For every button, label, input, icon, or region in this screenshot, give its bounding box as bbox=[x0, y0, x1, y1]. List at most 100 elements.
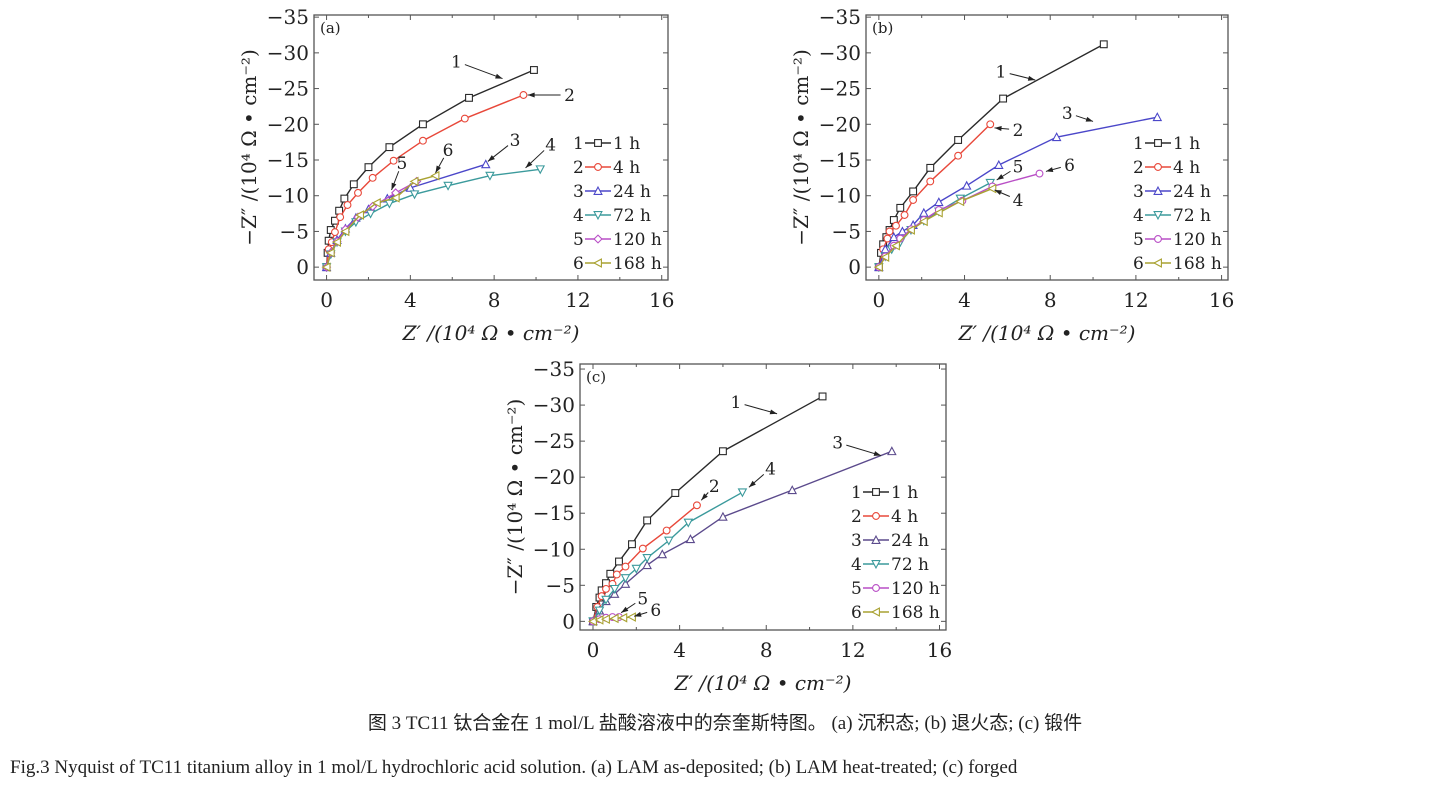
series-3 bbox=[874, 112, 1163, 272]
legend-entry: 6 168 h bbox=[1133, 254, 1222, 274]
legend-entry: 3 24 h bbox=[573, 182, 651, 202]
legend-marker bbox=[1154, 163, 1162, 171]
y-tick-label: 0 bbox=[562, 609, 575, 633]
legend-label: 24 h bbox=[613, 182, 651, 202]
data-point bbox=[880, 252, 890, 262]
arrow-head bbox=[994, 126, 1002, 131]
x-axis-label: Z′ /(10⁴ Ω • cm⁻²) bbox=[674, 671, 852, 695]
series-annotation: 2 bbox=[709, 477, 720, 497]
x-tick-label: 16 bbox=[1209, 288, 1234, 312]
legend-marker bbox=[1154, 235, 1162, 243]
data-point bbox=[787, 485, 798, 495]
legend-entry: 1 1 h bbox=[573, 134, 640, 154]
panel-label: (b) bbox=[872, 19, 893, 37]
x-tick-label: 0 bbox=[587, 638, 600, 662]
data-point bbox=[385, 143, 394, 152]
x-axis-label: Z′ /(10⁴ Ω • cm⁻²) bbox=[958, 321, 1136, 345]
data-point bbox=[663, 536, 674, 546]
data-point bbox=[662, 526, 671, 535]
data-point bbox=[355, 210, 365, 220]
series-line bbox=[878, 123, 991, 268]
chart-panel-c: 0 4 8 12 160−5−10−15−20−25−30−35Z′ /(10⁴ Ω •… bbox=[503, 357, 952, 695]
legend-marker bbox=[593, 211, 603, 221]
series-4 bbox=[588, 488, 748, 627]
x-tick-label: 4 bbox=[673, 638, 686, 662]
legend-entry: 3 24 h bbox=[851, 531, 929, 551]
arrow-head bbox=[873, 451, 882, 456]
series-line bbox=[325, 175, 436, 268]
x-tick-label: 8 bbox=[1044, 288, 1057, 312]
data-point bbox=[934, 197, 944, 207]
legend-number: 4 bbox=[573, 206, 584, 226]
legend-marker bbox=[593, 185, 603, 195]
data-point bbox=[896, 203, 905, 212]
legend-number: 3 bbox=[1133, 182, 1144, 202]
y-tick-label: −5 bbox=[832, 219, 861, 243]
nyquist-figure: 0 4 8 12 160−5−10−15−20−25−30−35Z′ /(10⁴ Ω •… bbox=[237, 5, 1234, 695]
legend-number: 2 bbox=[851, 507, 862, 527]
arrow-head bbox=[391, 182, 397, 190]
data-point bbox=[955, 196, 965, 207]
y-tick-label: −20 bbox=[819, 112, 861, 136]
series-annotation: 5 bbox=[1013, 157, 1024, 177]
data-point bbox=[612, 570, 621, 579]
y-axis-label: −Z″ /(10⁴ Ω • cm⁻²) bbox=[503, 399, 527, 595]
arrow-head bbox=[769, 409, 778, 415]
data-point bbox=[885, 227, 894, 236]
data-point bbox=[933, 208, 943, 218]
data-point bbox=[443, 181, 453, 191]
data-point bbox=[390, 193, 400, 203]
data-point bbox=[354, 188, 362, 197]
series-annotation: 4 bbox=[1013, 191, 1024, 211]
data-point bbox=[335, 206, 344, 215]
data-point bbox=[718, 511, 728, 521]
legend-label: 4 h bbox=[1173, 158, 1200, 178]
plot-frame bbox=[313, 14, 669, 281]
y-tick-label: −15 bbox=[267, 148, 309, 172]
data-point bbox=[620, 574, 631, 584]
data-point bbox=[909, 196, 918, 204]
arrow-head bbox=[1027, 75, 1036, 81]
series-2 bbox=[874, 120, 995, 272]
data-point bbox=[609, 584, 620, 594]
data-point bbox=[961, 180, 972, 190]
data-point bbox=[519, 91, 528, 99]
arrow-head bbox=[748, 480, 756, 488]
x-tick-label: 4 bbox=[404, 288, 417, 312]
caption-english: Fig.3 Nyquist of TC11 titanium alloy in … bbox=[10, 757, 1018, 778]
legend-entry: 4 72 h bbox=[573, 206, 651, 226]
legend-label: 4 h bbox=[891, 507, 918, 527]
data-point bbox=[692, 501, 701, 510]
arrow-head bbox=[435, 165, 442, 173]
series-annotation: 4 bbox=[765, 460, 776, 480]
data-point bbox=[626, 612, 636, 622]
arrow-head bbox=[994, 190, 1002, 196]
y-tick-label: 0 bbox=[296, 255, 309, 279]
data-point bbox=[892, 221, 900, 230]
y-tick-label: −25 bbox=[819, 77, 861, 101]
data-point bbox=[330, 228, 339, 237]
series-annotation: 1 bbox=[451, 52, 462, 72]
series-line bbox=[325, 163, 486, 268]
x-tick-label: 0 bbox=[320, 288, 333, 312]
data-point bbox=[340, 194, 349, 203]
series-annotation: 1 bbox=[996, 62, 1007, 82]
series-annotation: 6 bbox=[443, 141, 454, 161]
y-tick-label: −10 bbox=[267, 184, 309, 208]
legend-entry: 5 120 h bbox=[851, 579, 940, 599]
legend-number: 6 bbox=[573, 254, 584, 274]
series-annotation: 2 bbox=[1013, 121, 1024, 141]
legend-marker bbox=[1153, 211, 1163, 221]
series-annotation: 3 bbox=[832, 434, 843, 454]
y-tick-label: 0 bbox=[848, 255, 861, 279]
data-point bbox=[993, 159, 1004, 169]
data-point bbox=[325, 248, 335, 258]
legend-number: 1 bbox=[1133, 134, 1144, 154]
legend-marker bbox=[593, 234, 603, 244]
legend-entry: 2 4 h bbox=[1133, 158, 1200, 178]
data-point bbox=[409, 190, 420, 200]
data-point bbox=[1035, 169, 1044, 178]
series-6 bbox=[321, 170, 440, 272]
data-point bbox=[631, 564, 642, 574]
data-point bbox=[606, 569, 615, 578]
